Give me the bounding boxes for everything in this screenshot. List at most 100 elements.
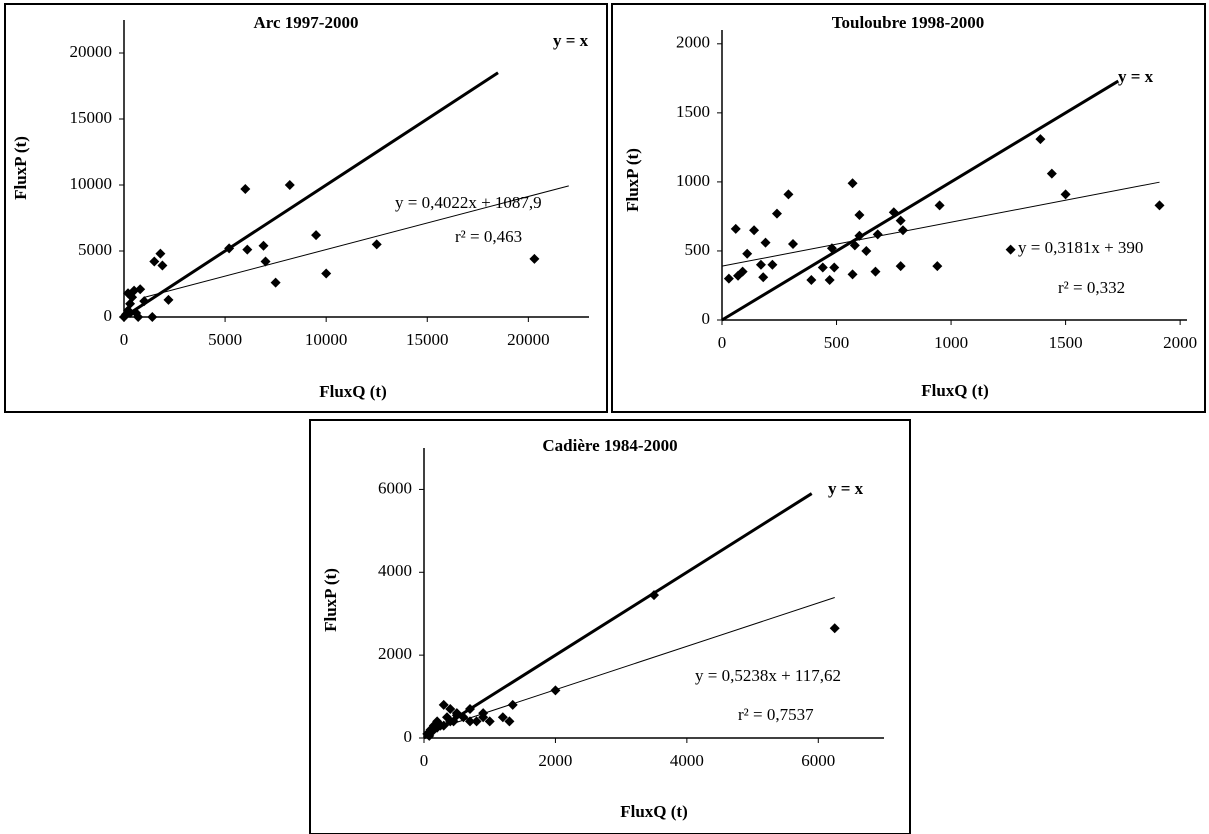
data-point xyxy=(311,230,322,241)
data-point xyxy=(767,259,778,270)
annotation: r² = 0,332 xyxy=(1058,278,1125,297)
y-tick-label: 1000 xyxy=(676,171,710,190)
reference-line xyxy=(423,597,835,734)
data-point xyxy=(445,704,456,714)
data-point xyxy=(465,716,475,727)
data-point xyxy=(730,223,741,234)
x-axis-label: FluxQ (t) xyxy=(319,382,387,401)
x-tick-label: 500 xyxy=(824,333,850,352)
y-tick-label: 10000 xyxy=(70,174,113,193)
x-tick-label: 2000 xyxy=(538,751,572,770)
data-point xyxy=(121,309,132,320)
data-point xyxy=(550,685,561,696)
data-point xyxy=(224,243,235,254)
y-tick-label: 15000 xyxy=(70,108,113,127)
x-tick-label: 2000 xyxy=(1163,333,1197,352)
data-point xyxy=(321,268,332,279)
data-point xyxy=(849,240,860,251)
y-tick-label: 500 xyxy=(685,240,711,259)
data-point xyxy=(1154,200,1165,211)
data-point xyxy=(861,245,872,256)
data-point xyxy=(788,239,799,250)
data-point xyxy=(854,230,865,241)
x-tick-label: 15000 xyxy=(406,330,449,349)
y-tick-label: 1500 xyxy=(676,102,710,121)
reference-line xyxy=(423,492,813,740)
data-point xyxy=(755,259,766,270)
y-tick-label: 0 xyxy=(104,306,113,325)
data-point xyxy=(760,237,771,248)
data-point xyxy=(649,590,659,601)
y-axis-label: FluxP (t) xyxy=(11,136,30,200)
data-point xyxy=(1046,168,1057,179)
x-tick-label: 20000 xyxy=(507,330,550,349)
data-point xyxy=(497,712,508,723)
data-point xyxy=(895,261,906,272)
data-point xyxy=(817,262,828,273)
y-axis-label: FluxP (t) xyxy=(321,568,340,632)
data-point xyxy=(260,256,271,267)
x-tick-label: 1000 xyxy=(934,333,968,352)
data-point xyxy=(854,210,865,221)
x-tick-label: 0 xyxy=(120,330,129,349)
data-point xyxy=(829,262,840,273)
data-point xyxy=(149,256,160,267)
data-point xyxy=(133,312,144,322)
data-point xyxy=(737,266,748,277)
data-point xyxy=(242,244,253,255)
reference-line xyxy=(123,71,499,319)
reference-line xyxy=(144,185,569,298)
reference-label: y = x xyxy=(1118,67,1154,86)
x-tick-label: 4000 xyxy=(670,751,704,770)
x-tick-label: 5000 xyxy=(208,330,242,349)
y-tick-label: 2000 xyxy=(676,33,710,52)
data-point xyxy=(157,260,168,271)
data-point xyxy=(451,710,462,721)
y-tick-label: 4000 xyxy=(378,561,412,580)
data-point xyxy=(135,284,146,295)
reference-label: y = x xyxy=(828,479,864,498)
data-point xyxy=(932,261,943,272)
chart-frame xyxy=(4,3,608,413)
data-point xyxy=(471,716,482,727)
reference-line xyxy=(721,79,1120,322)
y-tick-label: 20000 xyxy=(70,42,113,61)
data-point xyxy=(371,239,382,250)
data-point xyxy=(742,248,753,259)
annotation: y = 0,4022x + 1087,9 xyxy=(395,193,542,212)
data-point xyxy=(870,266,881,277)
x-axis-label: FluxQ (t) xyxy=(620,802,688,821)
chart-frame xyxy=(611,3,1206,413)
data-point xyxy=(478,708,489,719)
data-point xyxy=(771,208,782,219)
data-point xyxy=(749,225,760,236)
data-point xyxy=(163,294,174,305)
x-tick-label: 10000 xyxy=(305,330,348,349)
data-point xyxy=(484,716,495,727)
data-point xyxy=(529,253,540,264)
x-tick-label: 0 xyxy=(718,333,727,352)
data-point xyxy=(826,243,837,254)
data-point xyxy=(829,623,840,634)
data-point xyxy=(934,200,945,211)
data-point xyxy=(438,699,449,710)
data-point xyxy=(1060,189,1071,200)
data-point xyxy=(723,273,734,284)
data-point xyxy=(240,183,251,194)
y-tick-label: 0 xyxy=(404,727,413,746)
data-point xyxy=(824,274,835,285)
data-point xyxy=(847,269,858,280)
data-point xyxy=(147,312,158,322)
data-point xyxy=(125,308,136,319)
data-point xyxy=(872,229,883,240)
x-tick-label: 6000 xyxy=(801,751,835,770)
data-point xyxy=(465,704,475,714)
data-point xyxy=(123,288,134,299)
data-point xyxy=(1005,244,1016,255)
data-point xyxy=(895,215,906,226)
y-tick-label: 0 xyxy=(702,309,711,328)
annotation: y = 0,3181x + 390 xyxy=(1018,238,1143,257)
data-point xyxy=(258,240,269,251)
reference-line xyxy=(721,181,1160,267)
